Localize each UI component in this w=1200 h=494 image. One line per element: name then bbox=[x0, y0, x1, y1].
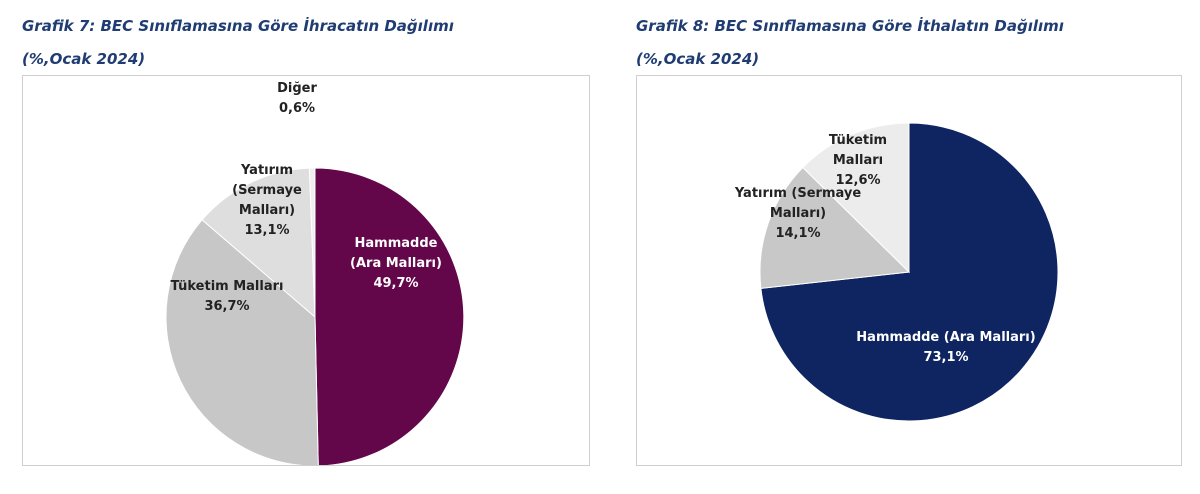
slice-value-label: 36,7% bbox=[204, 299, 249, 314]
chart-frame: Hammadde (Ara Malları) 73,1% Yatırım (Serm… bbox=[636, 75, 1182, 466]
slice-label: Hammadde (Ara Malları) 73,1% bbox=[856, 330, 1035, 365]
chart-frame: Hammadde (Ara Malları) 49,7% Tüketim Mallar… bbox=[22, 75, 590, 466]
chart-title-line2: (%,Ocak 2024) bbox=[22, 50, 146, 68]
chart-title-line2: (%,Ocak 2024) bbox=[636, 50, 760, 68]
pie-slice bbox=[802, 122, 910, 274]
slice-label: Hammadde (Ara Malları) 49,7% bbox=[350, 236, 442, 291]
slice-name-label: Diğer bbox=[277, 81, 317, 96]
chart-title-export: Grafik 7: BEC Sınıflamasına Göre İhracat… bbox=[22, 10, 590, 76]
slice-name-label: Malları) bbox=[770, 206, 826, 221]
slice-value-label: 12,6% bbox=[835, 173, 880, 188]
export-pie-chart: Hammadde (Ara Malları) 49,7% Tüketim Mallar… bbox=[165, 81, 465, 465]
slice-name-label: Yatırım bbox=[240, 163, 293, 178]
slice-label: Tüketim Malları 36,7% bbox=[170, 279, 283, 314]
slice-name-label: Malları bbox=[833, 153, 883, 168]
slice-value-label: 0,6% bbox=[279, 101, 315, 116]
import-chart-panel: Grafik 8: BEC Sınıflamasına Göre İthalat… bbox=[636, 0, 1184, 466]
chart-title-line1: Grafik 8: BEC Sınıflamasına Göre İthalat… bbox=[636, 17, 1064, 35]
pie-slice bbox=[201, 167, 316, 319]
export-chart-panel: Grafik 7: BEC Sınıflamasına Göre İhracat… bbox=[22, 0, 590, 466]
slice-name-label: (Ara Malları) bbox=[350, 256, 442, 271]
slice-value-label: 13,1% bbox=[244, 223, 289, 238]
slice-name-label: Malları) bbox=[239, 203, 295, 218]
pie-slice bbox=[759, 166, 911, 289]
slice-value-label: 49,7% bbox=[373, 276, 418, 291]
slice-name-label: Tüketim bbox=[829, 133, 887, 148]
pie-slice bbox=[165, 219, 319, 465]
slice-value-label: 14,1% bbox=[775, 226, 820, 241]
slice-name-label: (Sermaye bbox=[232, 183, 302, 198]
slice-label: Tüketim Malları 12,6% bbox=[829, 133, 887, 188]
slice-name-label: Hammadde bbox=[355, 236, 438, 251]
pie-slice bbox=[314, 167, 465, 465]
chart-title-line1: Grafik 7: BEC Sınıflamasına Göre İhracat… bbox=[22, 17, 454, 35]
slice-name-label: Yatırım (Sermaye bbox=[734, 186, 862, 201]
slice-label: Diğer 0,6% bbox=[277, 81, 317, 116]
slice-label: Yatırım (Sermaye Malları) 13,1% bbox=[232, 163, 302, 238]
slice-label: Yatırım (Sermaye Malları) 14,1% bbox=[734, 186, 862, 241]
slice-name-label: Tüketim Malları bbox=[170, 279, 283, 294]
chart-title-import: Grafik 8: BEC Sınıflamasına Göre İthalat… bbox=[636, 10, 1184, 76]
import-pie-chart: Hammadde (Ara Malları) 73,1% Yatırım (Serm… bbox=[734, 122, 1059, 422]
slice-name-label: Hammadde (Ara Malları) bbox=[856, 330, 1035, 345]
slice-value-label: 73,1% bbox=[923, 350, 968, 365]
pie-slice bbox=[308, 167, 316, 318]
